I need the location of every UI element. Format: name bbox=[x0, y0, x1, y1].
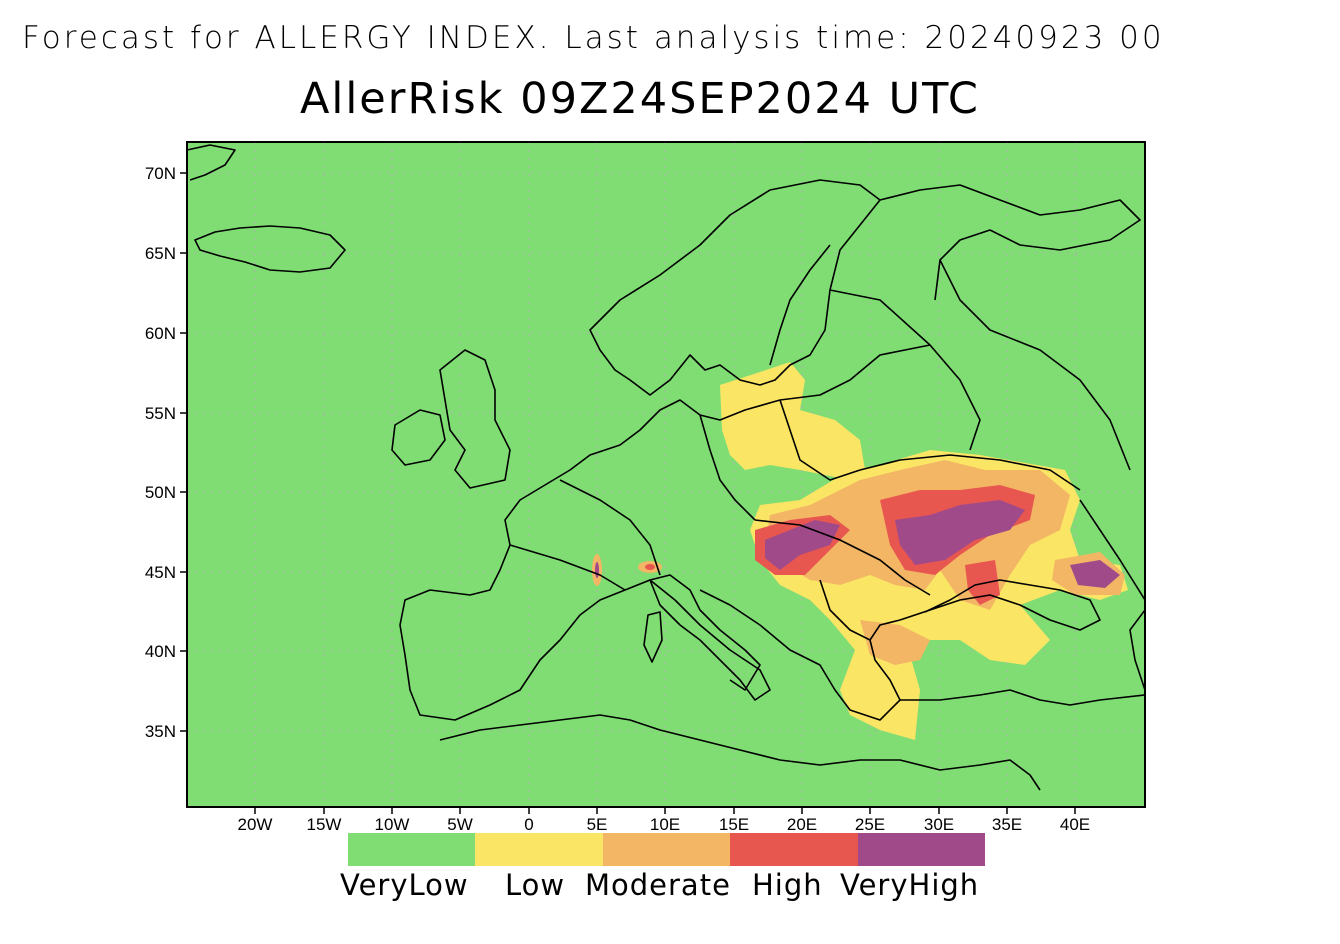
risk-area-high-danube bbox=[965, 560, 1000, 605]
legend-label-veryhigh: VeryHigh bbox=[840, 868, 980, 902]
lon-label: 40E bbox=[1060, 815, 1090, 830]
coastline-turkey bbox=[900, 689, 1146, 706]
lat-label: 65N bbox=[145, 244, 176, 263]
lat-label: 35N bbox=[145, 722, 176, 741]
lon-label: 15E bbox=[719, 815, 749, 830]
lat-label: 70N bbox=[145, 164, 176, 183]
risk-spot-alps-core bbox=[645, 564, 655, 570]
lon-label: 15W bbox=[307, 815, 342, 830]
map-frame bbox=[186, 141, 1146, 808]
lon-label: 0 bbox=[524, 815, 533, 830]
border-2 bbox=[699, 414, 756, 521]
lon-label: 20W bbox=[238, 815, 273, 830]
border-1 bbox=[559, 479, 661, 576]
coastline-scandinavia bbox=[589, 179, 881, 396]
coastline-gulf-bothnia bbox=[769, 244, 831, 366]
lat-labels: 70N 65N 60N 55N 50N 45N 40N 35N bbox=[145, 164, 176, 741]
legend-swatch-high bbox=[730, 833, 858, 866]
coastline-iceland bbox=[194, 225, 346, 273]
lat-label: 45N bbox=[145, 563, 176, 582]
risk-area-veryhigh-caucasus bbox=[1070, 560, 1120, 588]
legend-label-low: Low bbox=[505, 868, 566, 902]
border-3 bbox=[779, 399, 861, 481]
lat-label: 40N bbox=[145, 642, 176, 661]
lon-label: 10W bbox=[375, 815, 410, 830]
lat-ticks bbox=[180, 172, 187, 732]
lon-label: 20E bbox=[787, 815, 817, 830]
lon-label: 10E bbox=[650, 815, 680, 830]
legend-label-high: High bbox=[752, 868, 823, 902]
risk-area-moderate-balkans bbox=[860, 620, 930, 665]
border-4 bbox=[859, 454, 1081, 491]
legend-swatch-low bbox=[475, 833, 603, 866]
risk-area-low-poland bbox=[720, 362, 865, 478]
lon-label: 25E bbox=[855, 815, 885, 830]
coastline-kola bbox=[879, 184, 1141, 301]
lat-label: 50N bbox=[145, 483, 176, 502]
legend-label-moderate: Moderate bbox=[585, 868, 731, 902]
forecast-header: Forecast for ALLERGY INDEX. Last analysi… bbox=[22, 20, 1165, 56]
coastline-caspian bbox=[1129, 609, 1146, 691]
lat-label: 60N bbox=[145, 324, 176, 343]
lon-label: 5W bbox=[447, 815, 473, 830]
legend-labels: VeryLow Low Moderate High VeryHigh bbox=[340, 866, 1020, 906]
allergy-risk-map: 70N 65N 60N 55N 50N 45N 40N 35N 20W 15W … bbox=[145, 141, 1146, 830]
coastline-north-africa bbox=[439, 714, 1041, 791]
lat-label: 55N bbox=[145, 404, 176, 423]
risk-area-veryhigh-ukraine bbox=[895, 500, 1025, 565]
coastline-balkans bbox=[699, 589, 901, 721]
lon-label: 30E bbox=[924, 815, 954, 830]
border-10 bbox=[509, 544, 626, 591]
coastline-italy bbox=[649, 579, 771, 701]
border-6 bbox=[939, 259, 1131, 471]
lon-label: 5E bbox=[587, 815, 608, 830]
coastline-ireland bbox=[391, 409, 446, 466]
color-legend bbox=[348, 833, 986, 866]
lon-ticks bbox=[254, 807, 1076, 814]
map-title: AllerRisk 09Z24SEP2024 UTC bbox=[300, 74, 980, 124]
coastline-black-sea bbox=[899, 579, 1101, 631]
legend-swatch-verylow bbox=[348, 833, 476, 866]
coastlines-borders bbox=[186, 144, 1146, 791]
border-7 bbox=[754, 519, 931, 596]
legend-label-verylow: VeryLow bbox=[340, 868, 469, 902]
lon-labels: 20W 15W 10W 5W 0 5E 10E 15E 20E 25E 30E … bbox=[238, 815, 1091, 830]
coastline-continent-north bbox=[399, 344, 931, 721]
legend-swatch-veryhigh bbox=[857, 833, 986, 866]
lon-label: 35E bbox=[992, 815, 1022, 830]
border-5 bbox=[829, 289, 981, 451]
coastline-greenland bbox=[186, 144, 236, 181]
coastline-britain bbox=[439, 349, 511, 489]
border-9 bbox=[1079, 499, 1146, 601]
border-8 bbox=[819, 579, 871, 641]
risk-spot-pyrenees-core bbox=[595, 562, 599, 578]
legend-swatch-moderate bbox=[602, 833, 731, 866]
risk-areas bbox=[592, 362, 1128, 740]
coastline-sardinia bbox=[643, 611, 663, 663]
